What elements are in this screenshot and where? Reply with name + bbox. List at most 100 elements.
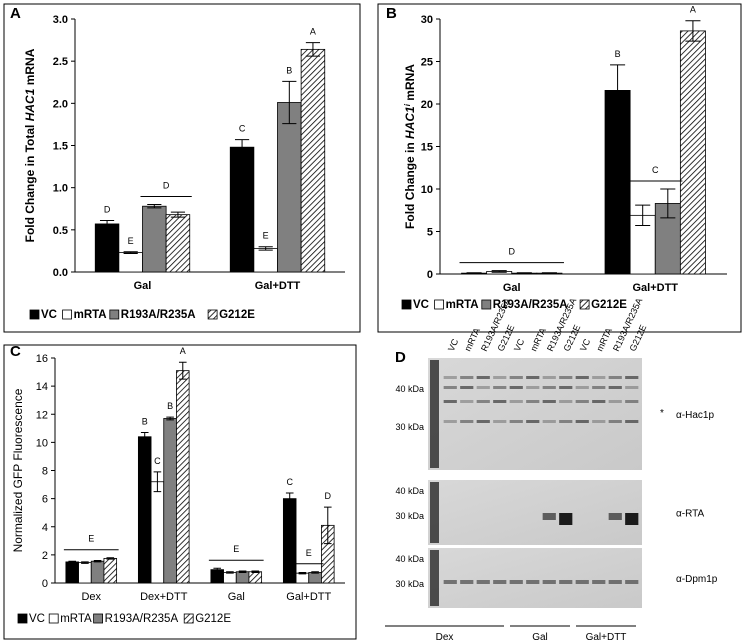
y-axis-label-part: mRNA: [23, 48, 37, 88]
band: [476, 420, 490, 423]
legend-label: G212E: [591, 299, 627, 311]
panel-label: A: [10, 5, 21, 22]
band: [575, 386, 589, 389]
x-tick-label: Dex+DTT: [140, 591, 188, 603]
x-tick-label: Gal+DTT: [286, 591, 331, 603]
y-tick-label: 3.0: [53, 14, 68, 26]
error-bar: [305, 42, 321, 57]
y-tick-label: 0: [42, 578, 48, 590]
significance-letter: D: [509, 247, 516, 257]
significance-letter: E: [128, 236, 134, 246]
band: [625, 386, 639, 389]
bar: [118, 252, 143, 273]
error-bar: [147, 204, 162, 209]
legend-swatch: [207, 309, 218, 320]
legend-swatch: [481, 299, 492, 310]
group-label: Gal: [532, 632, 548, 643]
size-marker: 30 kDa: [395, 511, 424, 521]
band: [460, 420, 474, 423]
bar: [78, 562, 92, 584]
error-bar: [226, 571, 234, 574]
y-tick-label: 0.0: [53, 267, 68, 279]
bar: [604, 90, 631, 275]
band: [476, 580, 490, 584]
significance-letter: C: [286, 477, 293, 487]
blot-membrane: [428, 480, 642, 545]
band: [608, 513, 622, 520]
band: [625, 420, 639, 423]
band: [493, 386, 507, 389]
x-tick-label: Gal: [134, 280, 152, 292]
legend-swatch: [434, 299, 445, 310]
error-bar: [285, 492, 294, 505]
error-bar: [660, 188, 676, 219]
legend-swatch: [401, 299, 412, 310]
bar: [282, 498, 297, 584]
y-tick-label: 5: [427, 227, 433, 239]
legend-swatch: [109, 309, 120, 320]
blot-membrane: [428, 358, 642, 470]
y-axis-label: Fold Change in Total HAC1 mRNA: [23, 48, 37, 242]
band: [493, 580, 507, 584]
band: [608, 580, 622, 584]
band: [625, 513, 639, 525]
y-tick-label: 8: [42, 466, 48, 478]
legend-swatch: [17, 613, 28, 624]
error-bar: [541, 272, 557, 275]
band: [542, 513, 556, 520]
significance-letter: A: [310, 27, 316, 37]
error-bar: [635, 204, 651, 227]
legend-swatch: [62, 309, 72, 320]
band: [608, 386, 622, 389]
panel-frame: [3, 344, 357, 640]
band: [608, 376, 622, 379]
panel-label: D: [395, 349, 406, 366]
y-tick-label: 4: [42, 522, 48, 534]
y-tick-label: 1.0: [53, 183, 68, 195]
y-tick-label: 20: [421, 99, 433, 111]
legend-swatch: [29, 309, 40, 320]
x-tick-label: Gal+DTT: [632, 282, 678, 294]
bar: [679, 30, 706, 275]
significance-letter: C: [239, 124, 246, 134]
legend-label: VC: [29, 613, 45, 625]
y-tick-label: 2.5: [53, 56, 68, 68]
band: [608, 420, 622, 423]
bar: [103, 557, 118, 584]
y-tick-label: 10: [36, 437, 48, 449]
significance-letter: E: [263, 231, 269, 241]
legend-label: mRTA: [446, 299, 479, 311]
significance-letter: B: [286, 65, 292, 75]
significance-letter: E: [88, 534, 94, 544]
band: [526, 400, 540, 403]
bar: [137, 436, 152, 584]
y-axis-label-part: HAC1: [403, 106, 417, 139]
error-bar: [238, 570, 247, 573]
x-tick-label: Gal: [228, 591, 245, 603]
error-bar: [170, 211, 186, 218]
ladder-lane: [430, 550, 439, 606]
legend-label: VC: [41, 309, 57, 321]
band: [526, 580, 540, 584]
significance-letter: D: [325, 491, 332, 501]
error-bar: [81, 561, 89, 564]
panel-label: C: [10, 343, 21, 360]
error-bar: [258, 246, 273, 251]
significance-letter: D: [163, 181, 170, 191]
lane-label: VC: [578, 337, 593, 353]
band: [625, 376, 639, 379]
band: [460, 400, 474, 403]
y-tick-label: 14: [36, 381, 48, 393]
error-bar: [466, 272, 482, 275]
error-bar: [153, 471, 162, 493]
band: [559, 376, 573, 379]
size-marker: 30 kDa: [395, 579, 424, 589]
ladder-lane: [430, 482, 439, 543]
bar: [94, 223, 120, 273]
band: [443, 420, 457, 423]
legend-label: mRTA: [74, 309, 107, 321]
bar: [176, 370, 190, 584]
band-note: *: [660, 408, 664, 419]
blot-membrane: [428, 548, 642, 608]
